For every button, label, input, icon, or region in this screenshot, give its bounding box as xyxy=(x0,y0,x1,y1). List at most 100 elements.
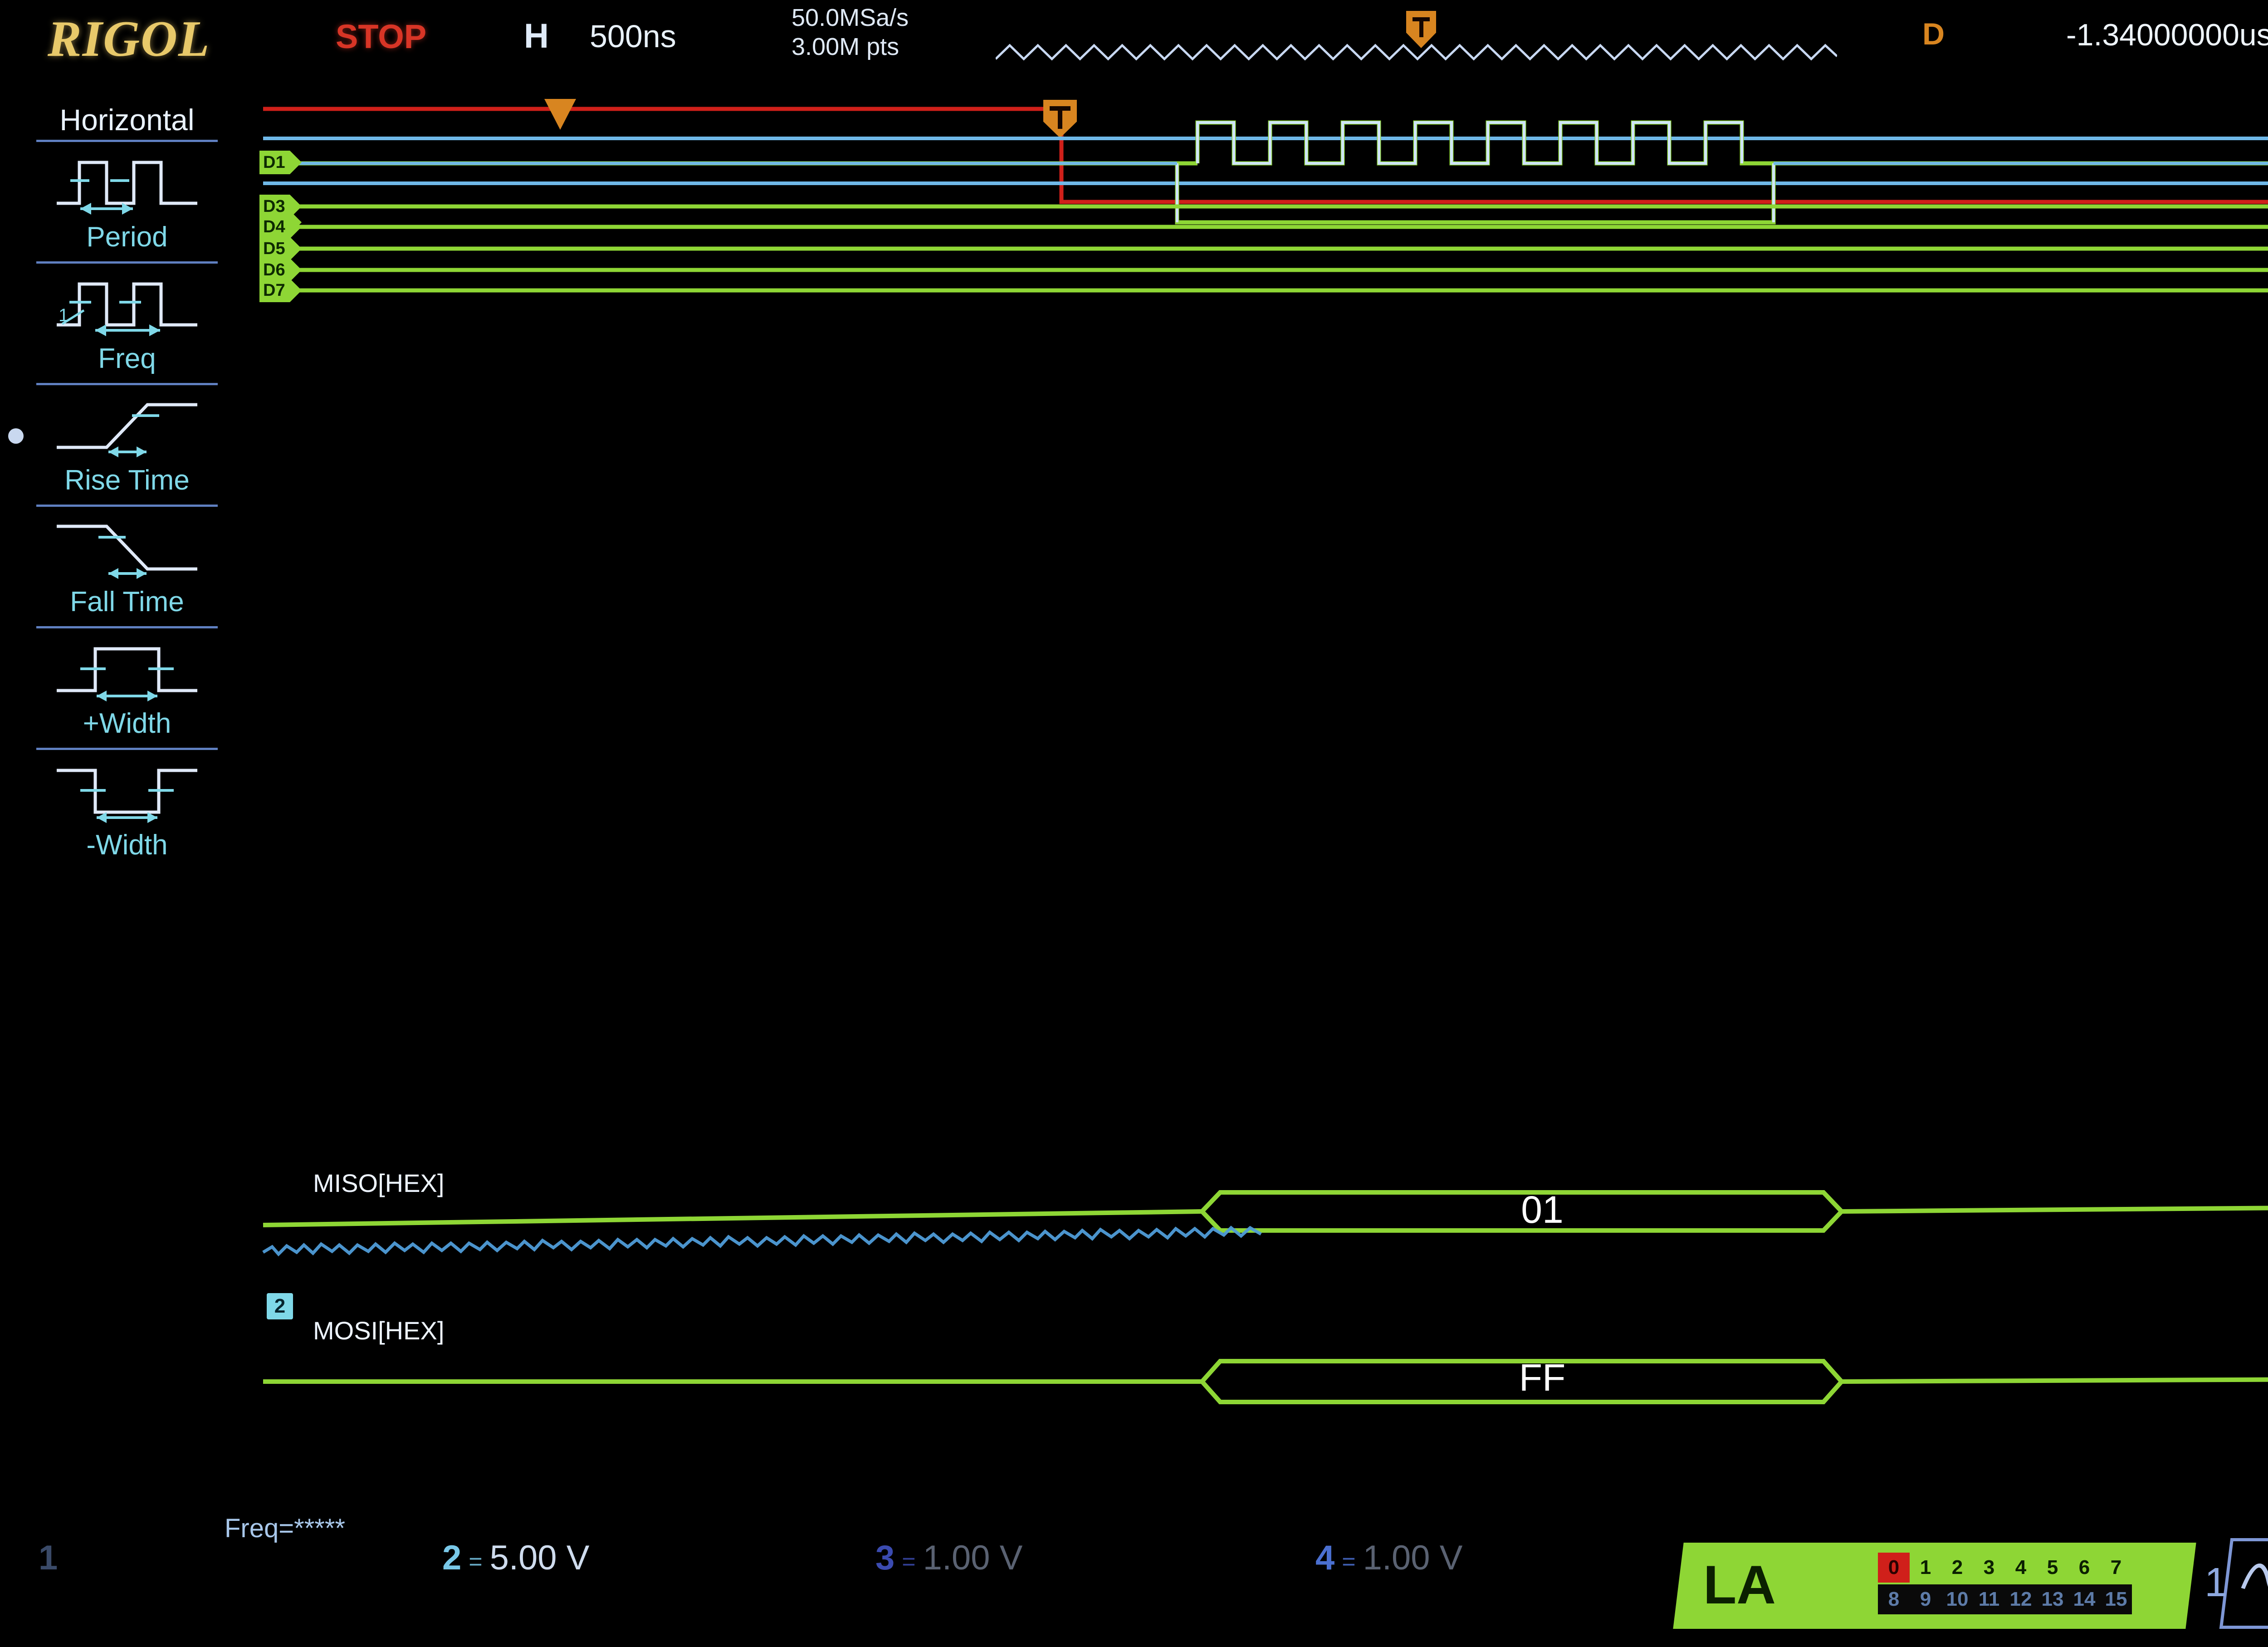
la-cell-12[interactable]: 12 xyxy=(2005,1584,2037,1614)
channel-scale-value: 1.00 V xyxy=(923,1539,1023,1577)
la-cell-13[interactable]: 13 xyxy=(2037,1584,2068,1614)
channel-tag-label: D7 xyxy=(259,279,290,302)
la-channel-grid: 0 1 2 3 4 5 6 7 8 9 10 11 12 13 14 15 xyxy=(1878,1553,2168,1619)
miso-decoded-value: 01 xyxy=(1521,1188,1564,1231)
menu-item-label: -Width xyxy=(86,829,168,861)
channel-tag-d4[interactable]: D4 xyxy=(259,215,302,239)
menu-item-label: +Width xyxy=(83,708,171,739)
divider xyxy=(36,140,218,142)
la-cell-0[interactable]: 0 xyxy=(1878,1553,1910,1583)
source-number: 1 xyxy=(2204,1560,2228,1605)
equals-sign: = xyxy=(902,1549,916,1575)
channel-tag-label: D4 xyxy=(259,215,290,239)
menu-item-label: Freq xyxy=(98,343,156,374)
mosi-bus-label: MOSI[HEX] xyxy=(313,1316,445,1345)
horizontal-mode-icon: H xyxy=(524,17,549,55)
channel-tag-d5[interactable]: D5 xyxy=(259,237,302,260)
top-status-bar: RIGOL STOP H 500ns 50.0MSa/s 3.00M pts D… xyxy=(0,0,2268,91)
la-cell-2[interactable]: 2 xyxy=(1941,1553,1973,1583)
channel-tag-label: D5 xyxy=(259,237,290,260)
channel-number: 2 xyxy=(442,1539,462,1577)
channel-2-status[interactable]: 2 = 5.00 V xyxy=(442,1538,589,1578)
period-waveform-icon xyxy=(0,145,254,221)
bottom-status-bar: Freq=***** 1 2 = 5.00 V 3 = 1.00 V 4 = 1.00 V xyxy=(0,1511,2268,1647)
waveform-display-area[interactable]: D0 D1 D2 D3 D4 D5 D6 D7 MISO[HEX] MOSI[H… xyxy=(254,91,2268,1511)
menu-item-label: Fall Time xyxy=(70,586,184,618)
channel-4-status[interactable]: 4 = 1.00 V xyxy=(1315,1538,1462,1578)
memory-depth-value: 3.00M pts xyxy=(792,33,899,60)
miso-bus-label: MISO[HEX] xyxy=(313,1169,445,1197)
menu-item-rise-time[interactable]: Rise Time xyxy=(0,383,254,505)
menu-item-negative-width[interactable]: -Width xyxy=(0,748,254,869)
channel-number: 4 xyxy=(1315,1539,1335,1577)
menu-item-period[interactable]: Period xyxy=(0,140,254,261)
left-measure-menu: Horizontal Period 1 Freq xyxy=(0,95,254,1520)
channel-tag-label: D1 xyxy=(259,151,290,174)
delay-label: D xyxy=(1922,17,1945,51)
divider xyxy=(36,261,218,264)
la-label: LA xyxy=(1703,1554,1776,1615)
channel-3-status[interactable]: 3 = 1.00 V xyxy=(875,1538,1022,1578)
tag-tip xyxy=(289,237,302,260)
la-cell-1[interactable]: 1 xyxy=(1910,1553,1941,1583)
la-cell-6[interactable]: 6 xyxy=(2068,1553,2100,1583)
source-badge-1[interactable]: 1 xyxy=(2204,1538,2268,1629)
channel-1-status[interactable]: 1 xyxy=(39,1538,58,1578)
menu-item-freq[interactable]: 1 Freq xyxy=(0,261,254,383)
menu-item-positive-width[interactable]: +Width xyxy=(0,626,254,748)
equals-sign: = xyxy=(1342,1549,1356,1575)
analog-channel-marker-2[interactable]: 2 xyxy=(267,1293,293,1319)
menu-item-fall-time[interactable]: Fall Time xyxy=(0,505,254,626)
la-cell-10[interactable]: 10 xyxy=(1941,1584,1973,1614)
la-cell-5[interactable]: 5 xyxy=(2037,1553,2068,1583)
delay-value[interactable]: -1.34000000us xyxy=(2066,18,2268,52)
left-menu-title: Horizontal xyxy=(59,103,195,137)
la-status-badge[interactable]: LA 0 1 2 3 4 5 6 7 8 9 10 11 12 13 14 15 xyxy=(1673,1543,2196,1629)
fall-time-icon xyxy=(0,510,254,586)
measurement-freq[interactable]: Freq=***** xyxy=(225,1514,345,1543)
brand-logo: RIGOL xyxy=(48,11,210,67)
la-cell-9[interactable]: 9 xyxy=(1910,1584,1941,1614)
horizontal-scale-value[interactable]: 500ns xyxy=(590,19,676,54)
channel-tag-label: D3 xyxy=(259,195,290,218)
mosi-decoded-value: FF xyxy=(1519,1356,1566,1399)
channel-tag-d1[interactable]: D1 xyxy=(259,151,302,174)
la-row-top: 0 1 2 3 4 5 6 7 xyxy=(1878,1553,2168,1584)
positive-width-icon xyxy=(0,631,254,707)
la-cell-11[interactable]: 11 xyxy=(1973,1584,2005,1614)
la-cell-8[interactable]: 8 xyxy=(1878,1584,1910,1614)
frequency-waveform-icon: 1 xyxy=(0,266,254,343)
menu-item-label: Rise Time xyxy=(64,465,190,496)
run-state-indicator[interactable]: STOP xyxy=(336,18,427,55)
negative-width-icon xyxy=(0,753,254,829)
la-cell-7[interactable]: 7 xyxy=(2100,1553,2132,1583)
channel-scale-value: 1.00 V xyxy=(1363,1539,1463,1577)
channel-tag-d7[interactable]: D7 xyxy=(259,279,302,302)
la-cell-14[interactable]: 14 xyxy=(2068,1584,2100,1614)
channel-number: 1 xyxy=(39,1539,58,1577)
divider xyxy=(36,748,218,750)
tag-tip xyxy=(289,195,302,218)
tag-tip xyxy=(289,279,302,302)
equals-sign: = xyxy=(469,1549,483,1575)
la-cell-3[interactable]: 3 xyxy=(1973,1553,2005,1583)
rise-time-icon xyxy=(0,388,254,464)
tag-tip xyxy=(289,258,302,282)
menu-item-label: Period xyxy=(86,221,168,253)
divider xyxy=(36,626,218,628)
tag-tip xyxy=(289,215,302,239)
memory-overview-bar[interactable] xyxy=(996,35,1837,68)
waveform-traces xyxy=(262,99,2268,1404)
channel-tag-d3[interactable]: D3 xyxy=(259,195,302,218)
channel-number: 3 xyxy=(875,1539,895,1577)
channel-scale-value: 5.00 V xyxy=(489,1539,590,1577)
la-cell-4[interactable]: 4 xyxy=(2005,1553,2037,1583)
soft-key-dot[interactable] xyxy=(8,428,24,444)
divider xyxy=(36,383,218,385)
channel-tag-d6[interactable]: D6 xyxy=(259,258,302,282)
la-row-bottom: 8 9 10 11 12 13 14 15 xyxy=(1878,1584,2168,1616)
divider xyxy=(36,505,218,507)
channel-tag-label: D6 xyxy=(259,258,290,282)
sine-wave-icon xyxy=(2241,1564,2268,1597)
la-cell-15[interactable]: 15 xyxy=(2100,1584,2132,1614)
